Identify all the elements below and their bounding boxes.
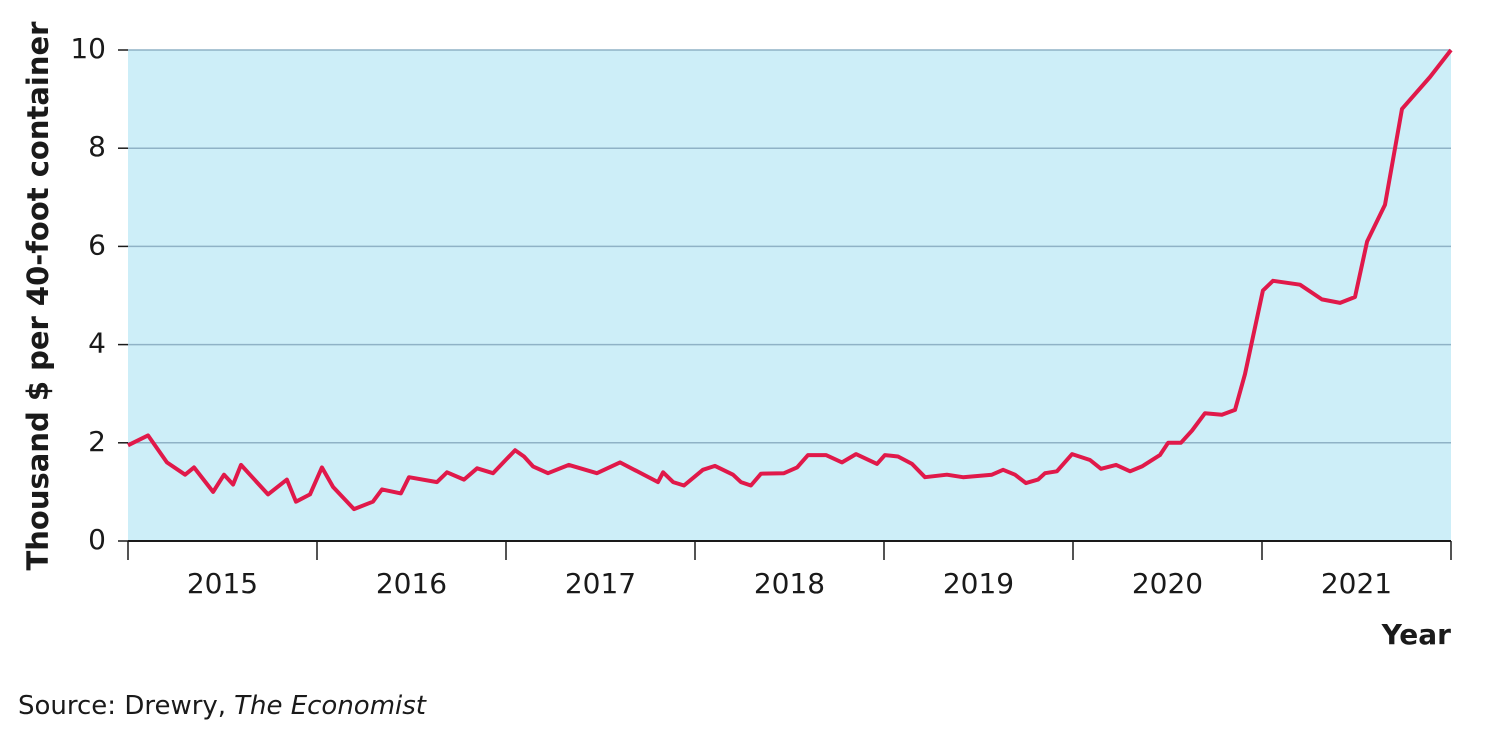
y-tick-label: 0 <box>88 523 106 556</box>
source-publication: The Economist <box>234 691 427 721</box>
source-text: Source: Drewry, <box>18 691 226 721</box>
x-tick-label: 2019 <box>943 567 1014 600</box>
x-tick-label: 2015 <box>187 567 258 600</box>
x-axis-label: Year <box>1381 618 1452 651</box>
data-line <box>127 48 1453 512</box>
x-tick-label: 2021 <box>1321 567 1392 600</box>
source: Source: Drewry, The Economist <box>18 691 427 721</box>
y-tick-label: 8 <box>88 130 106 163</box>
y-tick-label: 6 <box>88 228 106 261</box>
y-tick-label: 2 <box>88 425 106 458</box>
x-tick-label: 2017 <box>565 567 636 600</box>
y-axis-label: Thousand $ per 40-foot container <box>21 21 55 571</box>
y-tick-label: 4 <box>88 327 106 360</box>
y-tick-label: 10 <box>70 32 106 65</box>
plot-background <box>128 50 1451 541</box>
x-tick-label: 2018 <box>754 567 825 600</box>
x-tick-label: 2016 <box>376 567 447 600</box>
x-tick-label: 2020 <box>1132 567 1203 600</box>
